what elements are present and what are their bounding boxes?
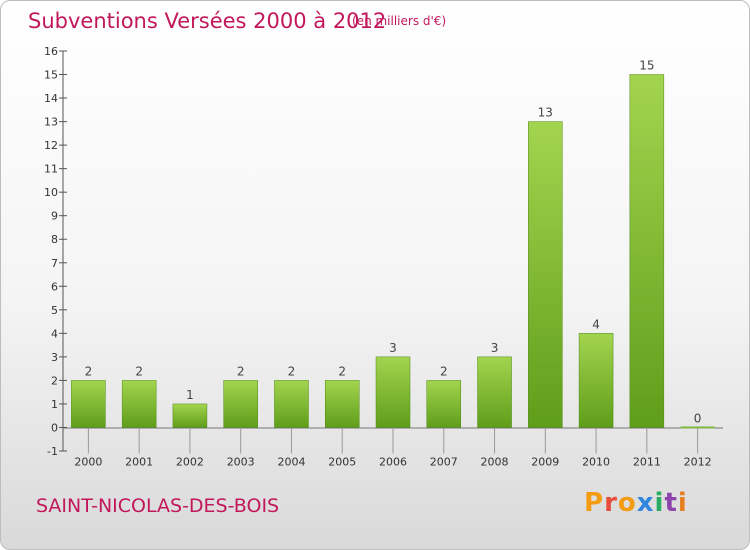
commune-name: SAINT-NICOLAS-DES-BOIS bbox=[36, 495, 280, 517]
y-tick-label: -1 bbox=[47, 445, 58, 458]
value-label-2003: 2 bbox=[237, 364, 245, 378]
bar-2000 bbox=[71, 380, 106, 428]
x-tick-label: 2005 bbox=[328, 455, 356, 468]
y-tick-label: 16 bbox=[44, 45, 58, 58]
value-label-2001: 2 bbox=[135, 364, 143, 378]
y-tick-label: 12 bbox=[44, 139, 58, 152]
y-tick-label: 3 bbox=[51, 351, 58, 364]
x-tick-label: 2008 bbox=[481, 455, 509, 468]
value-label-2012: 0 bbox=[694, 411, 702, 425]
logo-letter: i bbox=[654, 488, 665, 518]
y-tick-label: 13 bbox=[44, 116, 58, 129]
bar-2008 bbox=[477, 356, 512, 428]
value-label-2007: 2 bbox=[440, 364, 448, 378]
bar-2002 bbox=[172, 403, 208, 428]
x-tick-label: 2004 bbox=[277, 455, 305, 468]
y-tick-label: 11 bbox=[44, 163, 58, 176]
value-label-2009: 13 bbox=[538, 106, 553, 120]
value-label-2010: 4 bbox=[592, 317, 600, 331]
value-label-2002: 1 bbox=[186, 388, 194, 402]
y-tick-label: 2 bbox=[51, 374, 58, 387]
x-tick-label: 2002 bbox=[176, 455, 204, 468]
value-label-2000: 2 bbox=[85, 364, 93, 378]
value-label-2006: 3 bbox=[389, 341, 397, 355]
y-tick-label: 5 bbox=[51, 304, 58, 317]
y-tick-label: 6 bbox=[51, 280, 58, 293]
bar-2007 bbox=[426, 380, 462, 428]
value-label-2011: 15 bbox=[639, 59, 654, 73]
data-labels: 2 2 1 2 2 2 3 2 3 13 4 15 0 bbox=[85, 59, 702, 426]
y-tick-label: 1 bbox=[51, 398, 58, 411]
y-tick-label: 9 bbox=[51, 210, 58, 223]
logo-letter: P bbox=[584, 488, 605, 518]
logo-letter: t bbox=[664, 488, 678, 518]
proxiti-logo: Proxiti bbox=[584, 488, 688, 518]
logo-letter: i bbox=[677, 488, 688, 518]
y-tick-label: 15 bbox=[44, 69, 58, 82]
logo-letter: o bbox=[617, 488, 637, 518]
x-tick-label: 2007 bbox=[430, 455, 458, 468]
bar-2005 bbox=[324, 380, 360, 428]
bar-2012 bbox=[680, 426, 715, 429]
y-tick-label: 10 bbox=[44, 186, 58, 199]
x-tick-label: 2012 bbox=[684, 455, 712, 468]
y-tick-label: 8 bbox=[51, 233, 58, 246]
chart-title: Subventions Versées 2000 à 2012 bbox=[28, 9, 387, 33]
bar-2001 bbox=[121, 380, 157, 428]
value-label-2008: 3 bbox=[491, 341, 499, 355]
x-tick-label: 2009 bbox=[531, 455, 559, 468]
bars bbox=[71, 74, 715, 429]
y-tick-label: 14 bbox=[44, 92, 58, 105]
value-label-2005: 2 bbox=[338, 364, 346, 378]
x-tick-label: 2010 bbox=[582, 455, 610, 468]
bar-2010 bbox=[578, 333, 614, 428]
x-tick-label: 2011 bbox=[633, 455, 661, 468]
bar-2011 bbox=[629, 74, 665, 428]
bar-2003 bbox=[223, 380, 258, 428]
logo-letter: x bbox=[636, 488, 655, 518]
bar-2009 bbox=[528, 121, 563, 428]
x-tick-label: 2001 bbox=[125, 455, 153, 468]
logo-letter: r bbox=[604, 488, 618, 518]
value-label-2004: 2 bbox=[288, 364, 296, 378]
x-tick-label: 2000 bbox=[74, 455, 102, 468]
y-tick-label: 4 bbox=[51, 327, 58, 340]
unit-label: (en milliers d'€) bbox=[352, 14, 447, 28]
x-tick-label: 2006 bbox=[379, 455, 407, 468]
bar-2006 bbox=[375, 356, 411, 428]
bar-2004 bbox=[274, 380, 309, 428]
x-tick-label: 2003 bbox=[227, 455, 255, 468]
y-tick-label: 0 bbox=[51, 421, 58, 434]
y-tick-label: 7 bbox=[51, 257, 58, 270]
